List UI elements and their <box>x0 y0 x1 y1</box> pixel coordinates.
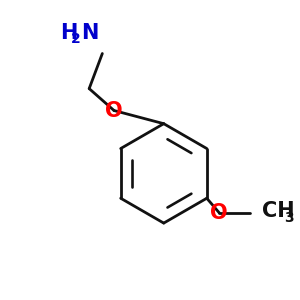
Text: CH: CH <box>262 201 294 221</box>
Text: 3: 3 <box>284 211 294 225</box>
Text: O: O <box>105 100 123 121</box>
Text: H: H <box>60 23 77 43</box>
Text: O: O <box>211 203 228 223</box>
Text: N: N <box>81 23 98 43</box>
Text: 2: 2 <box>71 32 81 46</box>
